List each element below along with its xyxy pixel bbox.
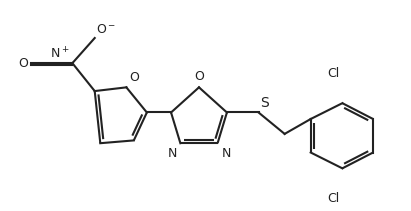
Text: S: S: [261, 96, 269, 110]
Text: N: N: [167, 147, 177, 160]
Text: Cl: Cl: [327, 67, 339, 80]
Text: O: O: [129, 71, 139, 84]
Text: O: O: [18, 57, 28, 70]
Text: O: O: [194, 70, 204, 83]
Text: N: N: [222, 147, 231, 160]
Text: O$^-$: O$^-$: [96, 23, 115, 36]
Text: N$^+$: N$^+$: [50, 46, 69, 61]
Text: Cl: Cl: [327, 192, 339, 205]
